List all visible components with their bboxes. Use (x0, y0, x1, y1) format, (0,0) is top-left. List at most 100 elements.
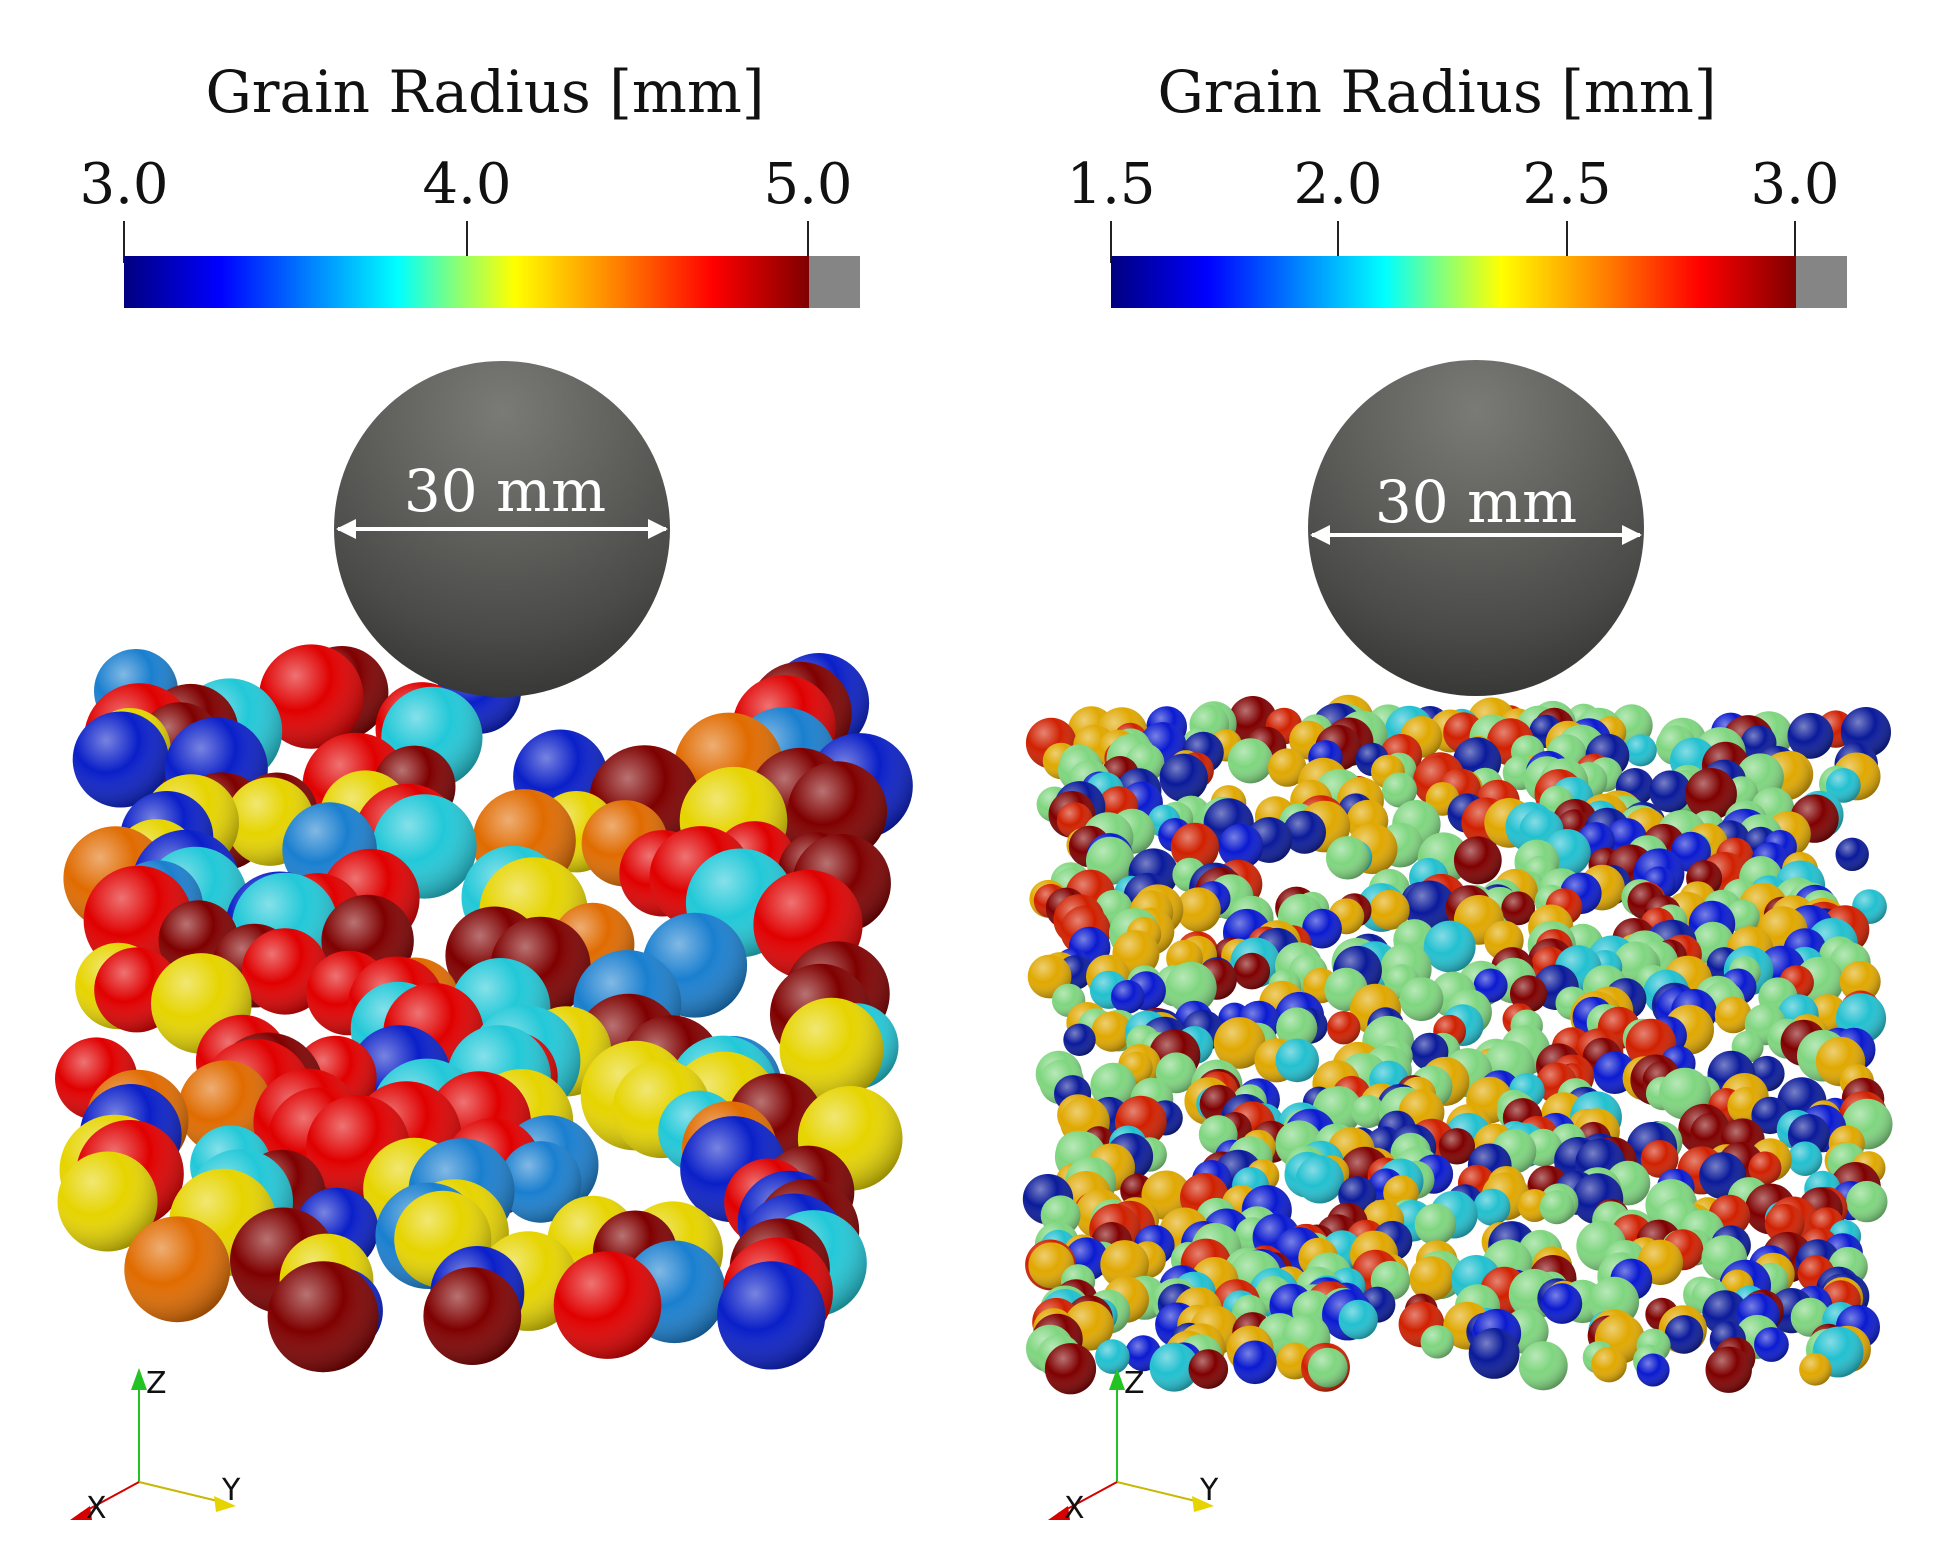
grain-packing-scene: 30 mm Z Y X (54, 361, 913, 1526)
grain-sphere-shading (1233, 952, 1271, 990)
grain-sphere-shading (1149, 1342, 1199, 1392)
grain-sphere-shading (717, 1261, 826, 1370)
grain-sphere-shading (423, 1267, 522, 1365)
x-axis-label: X (1064, 1491, 1085, 1526)
grain-sphere-shading (1649, 770, 1692, 813)
z-axis-label: Z (146, 1366, 167, 1401)
grain-spheres (54, 644, 913, 1373)
grain-sphere-shading (1787, 712, 1834, 759)
grain-sphere-shading (1624, 734, 1657, 767)
grain-sphere-shading (1351, 1094, 1385, 1128)
colorbar-title: Grain Radius [mm] (1157, 58, 1717, 126)
colorbar-tick-label: 2.0 (1293, 152, 1383, 217)
grain-sphere-shading (259, 644, 364, 749)
grain-sphere-shading (1685, 768, 1737, 820)
axes-triad: Z Y X (70, 1366, 241, 1526)
grain-sphere-shading (1473, 1188, 1511, 1226)
impactor-diameter-label: 30 mm (1375, 468, 1577, 536)
grain-sphere-shading (1100, 1240, 1149, 1289)
grain-sphere-shading (1227, 738, 1273, 784)
grain-sphere-shading (1409, 1256, 1454, 1301)
grain-sphere-shading (1218, 823, 1264, 869)
colorbar-gradient (124, 256, 809, 308)
grain-sphere-shading (1825, 768, 1861, 803)
colorbar-tick-label: 2.5 (1522, 152, 1612, 217)
z-axis-label: Z (1124, 1366, 1145, 1401)
grain-packing-scene: 30 mm Z Y X (1022, 360, 1893, 1526)
grain-sphere-shading (1275, 1038, 1319, 1083)
grain-sphere-shading (1063, 1023, 1096, 1056)
impactor-sphere: 30 mm (334, 361, 670, 697)
grain-sphere-shading (1159, 753, 1208, 802)
grain-sphere-shading (1188, 1349, 1229, 1389)
x-axis-arrow-icon (1048, 1506, 1070, 1520)
x-axis-arrow-icon (70, 1506, 92, 1520)
grain-sphere-shading (1090, 1062, 1137, 1109)
grain-sphere-shading (1095, 1339, 1130, 1374)
right-panel: Grain Radius [mm] 1.5 2.0 2.5 3.0 (973, 0, 1946, 1557)
grain-sphere-shading (1399, 977, 1444, 1022)
grain-sphere-shading (1283, 810, 1326, 854)
grain-sphere-shading (1754, 1327, 1789, 1362)
grain-sphere-shading (1799, 1353, 1832, 1386)
colorbar-tick-label: 3.0 (79, 152, 169, 217)
grain-sphere-shading (1110, 980, 1145, 1014)
grain-sphere-shading (1327, 1010, 1361, 1045)
colorbar-tick (466, 221, 468, 263)
z-axis-arrow-icon (1109, 1368, 1125, 1390)
grain-sphere-shading (57, 1151, 158, 1252)
grain-sphere-shading (1453, 836, 1502, 885)
grain-sphere-shading (1539, 1190, 1574, 1225)
grain-sphere-shading (553, 1251, 662, 1359)
grain-sphere-shading (1268, 748, 1307, 787)
colorbar-out-of-range-swatch (1796, 256, 1847, 308)
colorbar-tick-label: 1.5 (1066, 152, 1156, 217)
grain-sphere-shading (1787, 1141, 1823, 1176)
impactor-sphere: 30 mm (1308, 360, 1644, 696)
colorbar (124, 256, 860, 308)
grain-sphere-shading (1325, 836, 1370, 880)
colorbar-gradient (1111, 256, 1796, 308)
colorbar-tick (1794, 221, 1796, 263)
grain-sphere-shading (1091, 1011, 1132, 1052)
y-axis (1116, 1481, 1205, 1504)
colorbar-tick (1337, 221, 1339, 263)
grain-sphere-shading (1705, 1346, 1752, 1393)
grain-sphere-shading (1509, 975, 1548, 1013)
left-panel: Grain Radius [mm] 3.0 4.0 5.0 (54, 58, 913, 1526)
y-axis-arrow-icon (1192, 1496, 1214, 1512)
impactor-diameter-label: 30 mm (404, 457, 606, 525)
grain-sphere-shading (1165, 961, 1217, 1014)
grain-sphere-shading (1714, 996, 1752, 1034)
grain-sphere-shading (1839, 961, 1881, 1002)
grain-sphere-shading (1170, 822, 1219, 872)
grain-sphere-shading (1369, 889, 1410, 930)
grain-sphere-shading (1338, 1299, 1378, 1340)
grain-sphere-shading (1748, 1151, 1782, 1185)
grain-sphere-shading (1664, 1315, 1704, 1354)
grain-sphere-shading (1468, 1328, 1520, 1379)
x-axis-label: X (86, 1491, 107, 1526)
colorbar-tick (807, 221, 809, 263)
grain-sphere-shading (1835, 837, 1869, 871)
grain-sphere-shading (1155, 1052, 1197, 1094)
grain-sphere-shading (1233, 1340, 1277, 1385)
grain-sphere-shading (1541, 1283, 1583, 1324)
grain-sphere-shading (1403, 880, 1456, 932)
grain-sphere-shading (1501, 891, 1536, 926)
z-axis-arrow-icon (131, 1368, 147, 1390)
axes-triad: Z Y X (1048, 1366, 1219, 1526)
grain-sphere-shading (1846, 1180, 1888, 1223)
grain-sphere-shading (1382, 772, 1417, 808)
grain-sphere-shading (124, 1216, 231, 1323)
colorbar-tick (1566, 221, 1568, 263)
grain-sphere-shading (1213, 1017, 1266, 1069)
grain-sphere-shading (499, 1141, 582, 1223)
grain-sphere-shading (1044, 1343, 1097, 1395)
grain-sphere-shading (1438, 1128, 1475, 1165)
colorbar-tick (123, 221, 125, 263)
colorbar-tick-label: 3.0 (1750, 152, 1840, 217)
grain-sphere-shading (1302, 908, 1342, 949)
grain-sphere-shading (1423, 920, 1476, 973)
grain-sphere-shading (72, 711, 169, 808)
